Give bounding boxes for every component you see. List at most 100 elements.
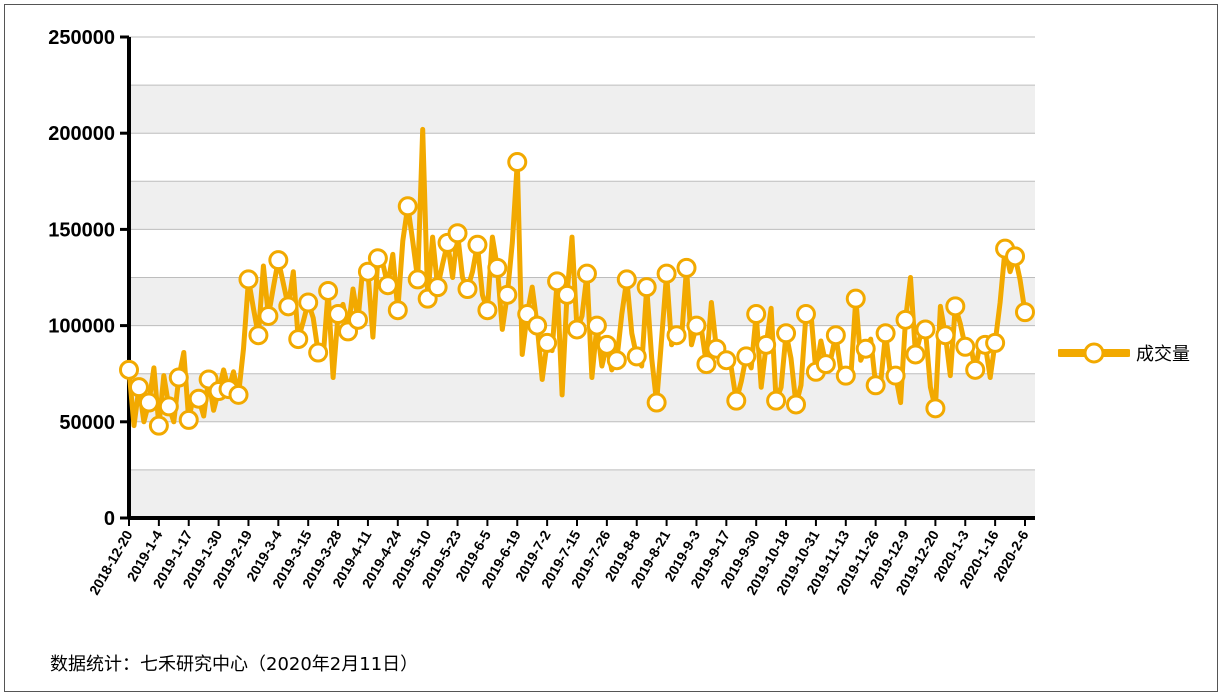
- data-point: [537, 332, 558, 353]
- data-point: [616, 269, 637, 290]
- y-tick-label: 200000: [48, 123, 115, 145]
- data-point: [676, 257, 697, 278]
- y-tick-label: 50000: [59, 412, 115, 434]
- legend-swatch: [1058, 342, 1130, 364]
- data-point: [965, 359, 986, 380]
- data-point: [666, 325, 687, 346]
- legend: 成交量: [1058, 340, 1190, 366]
- grid-band: [129, 469, 1035, 518]
- data-point: [925, 398, 946, 419]
- data-point: [268, 250, 289, 271]
- data-point: [119, 359, 139, 380]
- data-point: [686, 315, 707, 336]
- data-point: [786, 394, 807, 415]
- data-point: [377, 275, 398, 296]
- grid-band: [129, 421, 1035, 470]
- data-point: [527, 315, 548, 336]
- data-point: [457, 279, 478, 300]
- data-point: [766, 390, 787, 411]
- data-point: [756, 334, 777, 355]
- data-point: [985, 332, 1006, 353]
- data-point: [288, 329, 309, 350]
- data-point: [367, 248, 388, 269]
- data-point: [795, 304, 816, 325]
- data-point: [696, 354, 717, 375]
- data-point: [736, 346, 757, 367]
- data-point: [576, 263, 597, 284]
- data-point: [895, 309, 916, 330]
- data-point: [905, 344, 926, 365]
- data-point: [606, 350, 627, 371]
- data-point: [258, 305, 279, 326]
- data-point: [427, 277, 448, 298]
- data-point: [596, 334, 617, 355]
- chart-frame: [4, 4, 1218, 692]
- data-point: [168, 367, 189, 388]
- data-point: [228, 384, 249, 405]
- data-point: [825, 325, 846, 346]
- data-point: [726, 390, 747, 411]
- data-point: [148, 415, 169, 436]
- y-tick-label: 150000: [48, 219, 115, 241]
- y-axis: 0 50000 100000 150000 200000 250000: [48, 27, 131, 530]
- data-point: [935, 325, 956, 346]
- data-point: [1015, 302, 1035, 323]
- data-point: [567, 319, 587, 340]
- data-point: [507, 152, 528, 173]
- data-point: [955, 336, 976, 357]
- y-tick-label: 250000: [48, 27, 115, 49]
- data-point: [487, 257, 508, 278]
- y-tick-label: 0: [104, 508, 115, 530]
- x-tick-label: 2018-12-20: [86, 527, 136, 597]
- data-point: [497, 284, 518, 305]
- data-point: [128, 377, 149, 398]
- data-point: [357, 261, 378, 282]
- data-point: [776, 323, 797, 344]
- data-point: [447, 223, 468, 244]
- data-point: [586, 315, 607, 336]
- data-point: [865, 375, 886, 396]
- marker-layer: [119, 152, 1035, 436]
- data-point: [188, 388, 209, 409]
- data-point: [1005, 246, 1026, 267]
- source-note: 数据统计：七禾研究中心（2020年2月11日）: [50, 654, 419, 675]
- data-point: [746, 304, 767, 325]
- data-point: [308, 342, 329, 363]
- data-point: [347, 309, 368, 330]
- data-point: [467, 234, 488, 255]
- data-point: [477, 300, 498, 321]
- data-point: [636, 277, 657, 298]
- data-point: [318, 280, 339, 301]
- grid-band: [129, 37, 1035, 86]
- data-point: [158, 396, 179, 417]
- data-point: [855, 338, 876, 359]
- data-point: [945, 296, 966, 317]
- data-point: [716, 350, 737, 371]
- data-point: [915, 319, 936, 340]
- data-point: [407, 269, 428, 290]
- data-point: [298, 292, 319, 313]
- data-point: [815, 354, 836, 375]
- data-point: [397, 196, 418, 217]
- grid-band: [129, 133, 1035, 182]
- data-point: [557, 284, 578, 305]
- data-point: [885, 365, 906, 386]
- data-point: [835, 365, 856, 386]
- data-point: [626, 346, 647, 367]
- data-point: [387, 300, 408, 321]
- data-point: [178, 409, 199, 430]
- legend-label-series: 成交量: [1136, 344, 1190, 365]
- x-axis: 2018-12-202019-1-42019-1-172019-1-302019…: [86, 516, 1035, 598]
- y-tick-label: 100000: [48, 316, 115, 338]
- data-point: [547, 271, 568, 292]
- data-point: [845, 288, 866, 309]
- gridlines: [129, 36, 1035, 471]
- grid-band: [129, 85, 1035, 134]
- grid-band: [129, 181, 1035, 230]
- data-point: [875, 323, 896, 344]
- data-point: [238, 269, 259, 290]
- data-point: [138, 392, 159, 413]
- data-point: [646, 392, 667, 413]
- data-point: [278, 296, 299, 317]
